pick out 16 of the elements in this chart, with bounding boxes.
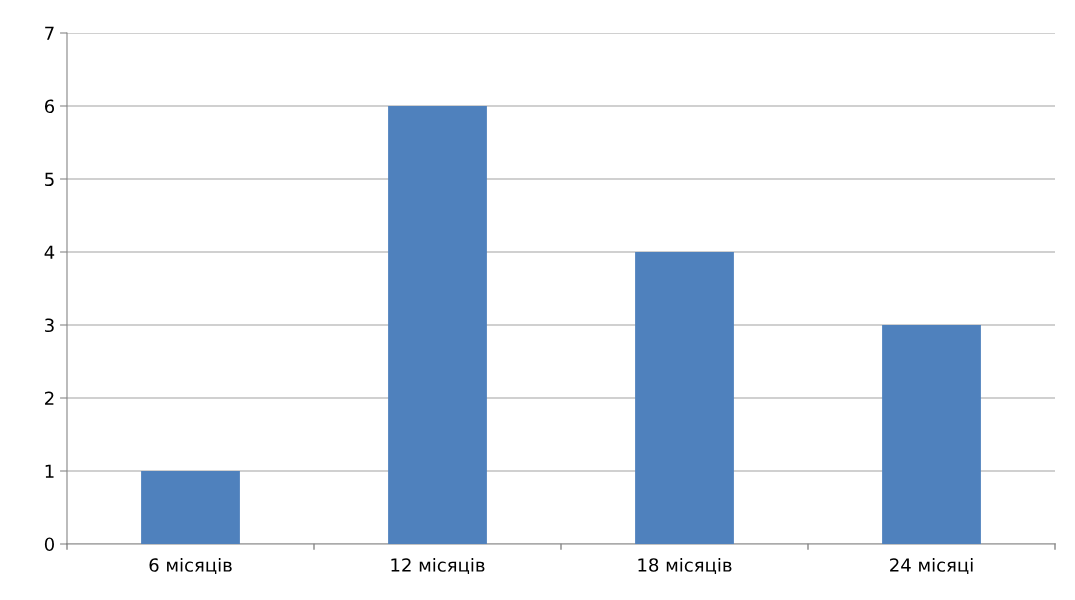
- bar: [388, 106, 487, 544]
- x-tick-label: 6 місяців: [149, 557, 232, 575]
- y-tick-label: 5: [45, 172, 54, 187]
- y-tick-label: 4: [44, 245, 55, 259]
- x-tick-label: 24 місяці: [890, 557, 973, 575]
- bar: [882, 325, 981, 544]
- y-tick-label: 0: [44, 537, 54, 552]
- y-tick-label: 7: [45, 26, 54, 40]
- y-tick-label: 1: [45, 464, 54, 478]
- bar: [141, 471, 240, 544]
- x-tick-label: 18 місяців: [638, 557, 732, 575]
- y-tick-label: 3: [45, 318, 54, 333]
- bar: [635, 252, 734, 544]
- y-tick-label: 2: [45, 391, 54, 405]
- y-tick-label: 6: [44, 99, 55, 114]
- x-tick-label: 12 місяців: [391, 557, 485, 575]
